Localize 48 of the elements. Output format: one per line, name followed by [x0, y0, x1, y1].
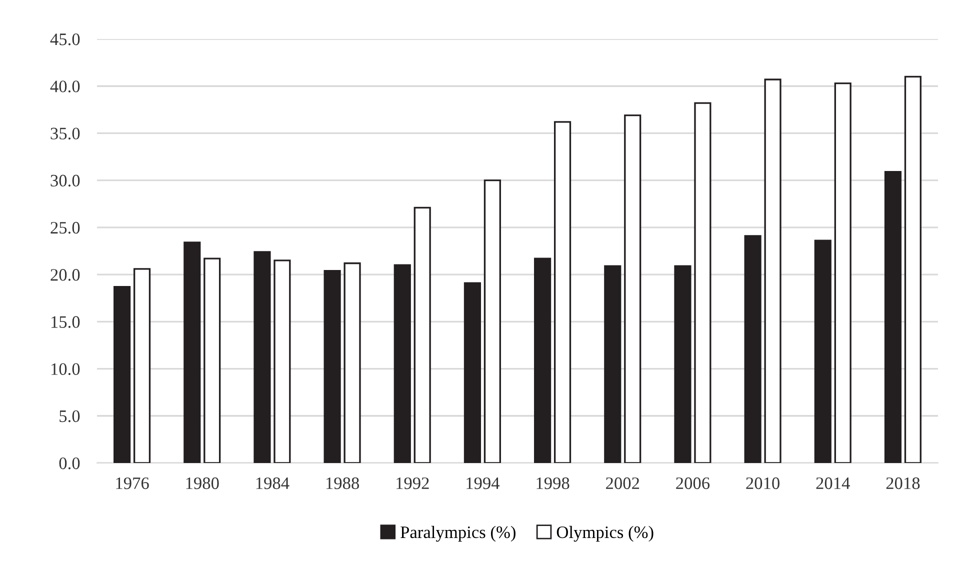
y-tick-label: 0.0	[59, 457, 80, 470]
x-tick-label: 1992	[396, 477, 429, 490]
bar	[254, 251, 271, 463]
legend-label: Olympics (%)	[556, 526, 654, 542]
bar	[694, 102, 712, 463]
x-tick-label: 1994	[466, 477, 500, 490]
x-tick-label: 1984	[256, 477, 290, 490]
y-tick-label: 40.0	[50, 80, 80, 92]
x-tick-label: 1980	[186, 477, 219, 490]
y-tick-label: 20.0	[50, 269, 80, 281]
bar	[324, 270, 341, 463]
x-tick-label: 2014	[816, 477, 850, 490]
bar	[834, 82, 852, 463]
bar	[624, 114, 642, 463]
y-tick-label: 5.0	[60, 410, 80, 422]
legend-label: Paralympics (%)	[400, 526, 516, 542]
bar	[414, 206, 431, 463]
x-tick-label: 1998	[536, 477, 570, 490]
y-tick-label: 30.0	[50, 174, 80, 187]
bar	[554, 121, 572, 463]
x-tick-label: 1976	[116, 477, 149, 490]
x-tick-label: 2010	[746, 477, 780, 490]
bar	[674, 265, 692, 463]
bar	[604, 265, 622, 463]
bar	[764, 78, 782, 463]
bar	[814, 240, 832, 463]
bar	[344, 262, 361, 463]
bar	[133, 268, 151, 463]
bar	[204, 258, 221, 463]
x-tick-label: 2002	[606, 477, 640, 490]
x-tick-label: 2018	[886, 477, 920, 490]
bar	[394, 264, 411, 463]
x-tick-label: 2006	[676, 477, 710, 490]
y-tick-label: 45.0	[50, 33, 80, 46]
bar	[884, 171, 902, 463]
y-tick-label: 35.0	[50, 128, 80, 140]
bar	[904, 76, 922, 463]
bar	[274, 260, 291, 463]
bar	[534, 258, 552, 463]
bar	[184, 242, 201, 463]
bar	[744, 235, 762, 463]
y-tick-label: 10.0	[51, 363, 80, 376]
bar	[464, 282, 482, 463]
y-tick-label: 25.0	[50, 222, 80, 234]
x-tick-label: 1988	[326, 477, 359, 490]
bar	[114, 286, 131, 463]
y-tick-label: 15.0	[51, 316, 80, 328]
bar	[484, 180, 501, 463]
